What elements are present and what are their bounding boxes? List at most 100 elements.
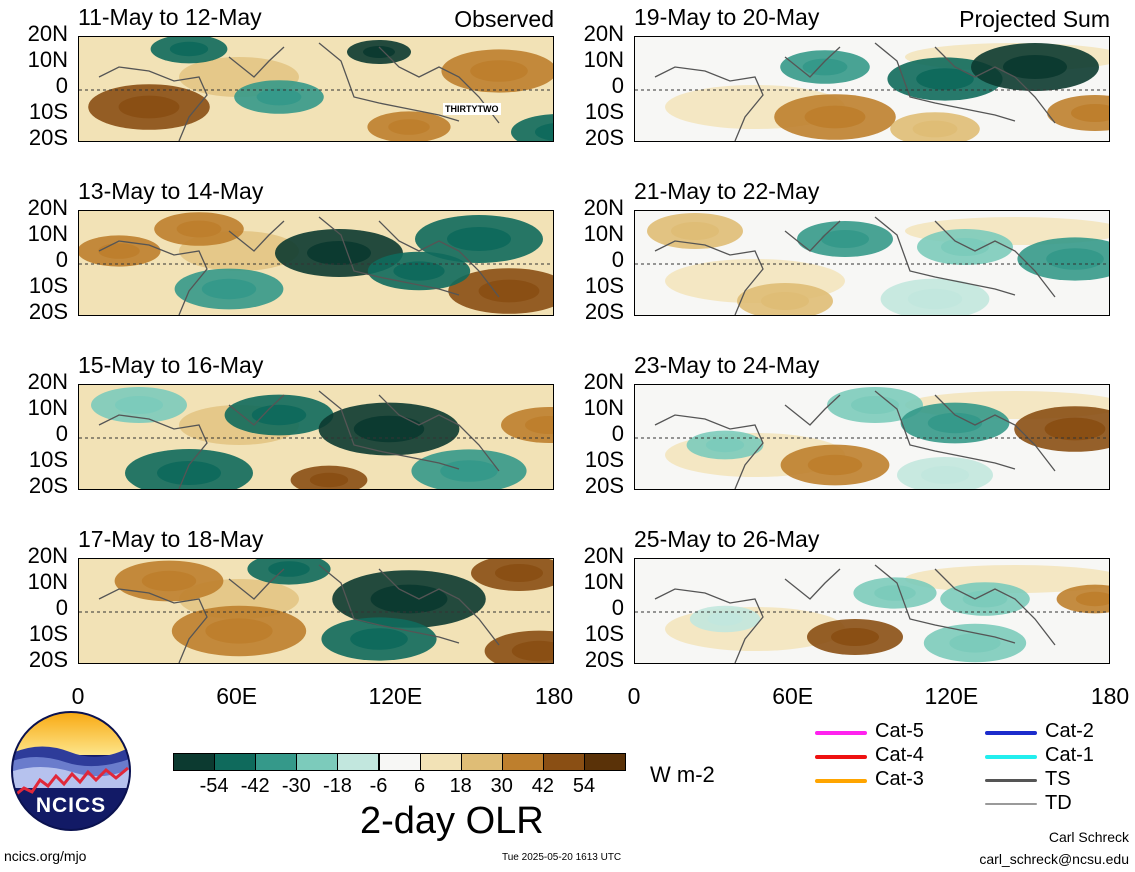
latitude-label: 0 <box>55 595 68 620</box>
colorbar-swatch <box>542 753 585 771</box>
panel-date-range: 13-May to 14-May <box>78 178 264 204</box>
legend-swatch <box>985 803 1037 805</box>
latitude-label: 10N <box>27 47 68 72</box>
legend-swatch <box>815 779 867 783</box>
legend-label: Cat-5 <box>875 720 924 742</box>
map-field <box>634 210 1110 316</box>
colorbar-swatch <box>337 753 380 771</box>
latitude-label: 0 <box>611 421 624 446</box>
colorbar-label: -18 <box>322 775 352 797</box>
colorbar-label: 54 <box>572 775 596 797</box>
legend-label: Cat-3 <box>875 768 924 790</box>
longitude-label: 60E <box>772 683 814 709</box>
panel-date-range: 23-May to 24-May <box>634 352 820 378</box>
latitude-label: 20S <box>28 473 68 498</box>
colorbar-swatch <box>378 753 421 771</box>
latitude-label: 10N <box>27 395 68 420</box>
legend-label: TD <box>1045 792 1072 814</box>
latitude-label: 0 <box>611 595 624 620</box>
colorbar-swatch <box>296 753 339 771</box>
colorbar-swatch <box>584 753 627 771</box>
colorbar-label: 30 <box>490 775 513 797</box>
map-field: THIRTYTWO <box>78 36 554 142</box>
latitude-label: 20N <box>27 543 68 568</box>
legend-swatch <box>815 755 867 759</box>
colorbar-swatch <box>173 753 216 771</box>
olr-map-panel: 19-May to 20-May Projected Sum 20N 10N 0 10S 2… <box>584 4 1110 149</box>
latitude-label: 20N <box>583 195 624 220</box>
panel-date-range: 19-May to 20-May <box>634 4 820 30</box>
panel-date-range: 15-May to 16-May <box>78 352 264 378</box>
legend-swatch <box>985 755 1037 759</box>
longitude-label: 180 <box>534 683 574 709</box>
main-title: 2-day OLR <box>360 800 544 842</box>
colorbar-label: -42 <box>240 775 270 797</box>
panel-date-range: 21-May to 22-May <box>634 178 820 204</box>
map-field <box>78 384 554 490</box>
map-field <box>634 384 1110 490</box>
colorbar-label: -6 <box>369 775 388 797</box>
latitude-label: 20S <box>584 299 624 324</box>
latitude-label: 20S <box>28 125 68 150</box>
latitude-label: 20N <box>583 21 624 46</box>
map-field <box>634 36 1110 142</box>
latitude-label: 20N <box>27 21 68 46</box>
map-field <box>78 210 554 316</box>
latitude-label: 10N <box>27 221 68 246</box>
ncics-logo: NCICS <box>10 710 132 832</box>
olr-map-panel: 15-May to 16-May 20N 10N 0 10S 20S <box>28 352 554 497</box>
logo-text: NCICS <box>36 794 106 817</box>
footer-email: carl_schreck@ncsu.edu <box>979 851 1129 867</box>
olr-map-panel: 23-May to 24-May 20N 10N 0 10S 20S <box>584 352 1110 497</box>
latitude-label: 0 <box>55 247 68 272</box>
legend-swatch <box>815 731 867 735</box>
panel-date-range: 25-May to 26-May <box>634 526 820 552</box>
latitude-label: 20S <box>584 473 624 498</box>
panel-date-range: 11-May to 12-May <box>78 4 262 30</box>
latitude-label: 20S <box>584 125 624 150</box>
colorbar-label: 18 <box>449 775 472 797</box>
longitude-label: 120E <box>368 683 423 709</box>
latitude-label: 10S <box>28 621 68 646</box>
latitude-label: 10N <box>583 569 624 594</box>
latitude-label: 10N <box>583 47 624 72</box>
olr-map-panel: 25-May to 26-May 20N 10N 0 10S 20S <box>584 526 1110 671</box>
colorbar-swatch <box>255 753 298 771</box>
footer-author: Carl Schreck <box>1048 829 1129 845</box>
map-field <box>78 558 554 664</box>
colorbar-swatch <box>501 753 544 771</box>
latitude-label: 20N <box>583 369 624 394</box>
olr-map-panel: 13-May to 14-May 20N 10N 0 10S 20S <box>28 178 554 323</box>
longitude-label: 0 <box>71 683 85 709</box>
latitude-label: 10S <box>28 273 68 298</box>
olr-map-panel: 17-May to 18-May 20N 10N 0 10S 20S <box>28 526 554 671</box>
latitude-label: 10S <box>584 621 624 646</box>
latitude-label: 10N <box>583 395 624 420</box>
colorbar-swatch <box>460 753 503 771</box>
footer-timestamp: Tue 2025-05-20 1613 UTC <box>502 852 622 863</box>
latitude-label: 20N <box>27 195 68 220</box>
latitude-label: 20S <box>28 299 68 324</box>
projected-label: Projected Sum <box>959 6 1110 32</box>
longitude-label: 0 <box>627 683 641 709</box>
longitude-label: 60E <box>216 683 258 709</box>
panel-date-range: 17-May to 18-May <box>78 526 264 552</box>
olr-map-panel: 11-May to 12-May Observed THIRTYTWO 20N 10N 0… <box>28 4 554 149</box>
latitude-label: 10S <box>28 447 68 472</box>
legend-label: Cat-2 <box>1045 720 1094 742</box>
latitude-label: 20N <box>583 543 624 568</box>
latitude-label: 0 <box>55 421 68 446</box>
footer-credit: Carl Schreck carl_schreck@ncsu.edu <box>979 826 1129 870</box>
colorbar-label: 42 <box>531 775 555 797</box>
latitude-label: 10S <box>584 273 624 298</box>
map-field <box>634 558 1110 664</box>
latitude-label: 10S <box>584 447 624 472</box>
colorbar-label: -30 <box>281 775 311 797</box>
colorbar-label: 6 <box>414 775 426 797</box>
olr-map-panel: 21-May to 22-May 20N 10N 0 10S 20S <box>584 178 1110 323</box>
longitude-label: 120E <box>924 683 979 709</box>
colorbar-swatch <box>214 753 257 771</box>
latitude-label: 10N <box>27 569 68 594</box>
latitude-label: 10S <box>28 99 68 124</box>
latitude-label: 20S <box>584 647 624 672</box>
